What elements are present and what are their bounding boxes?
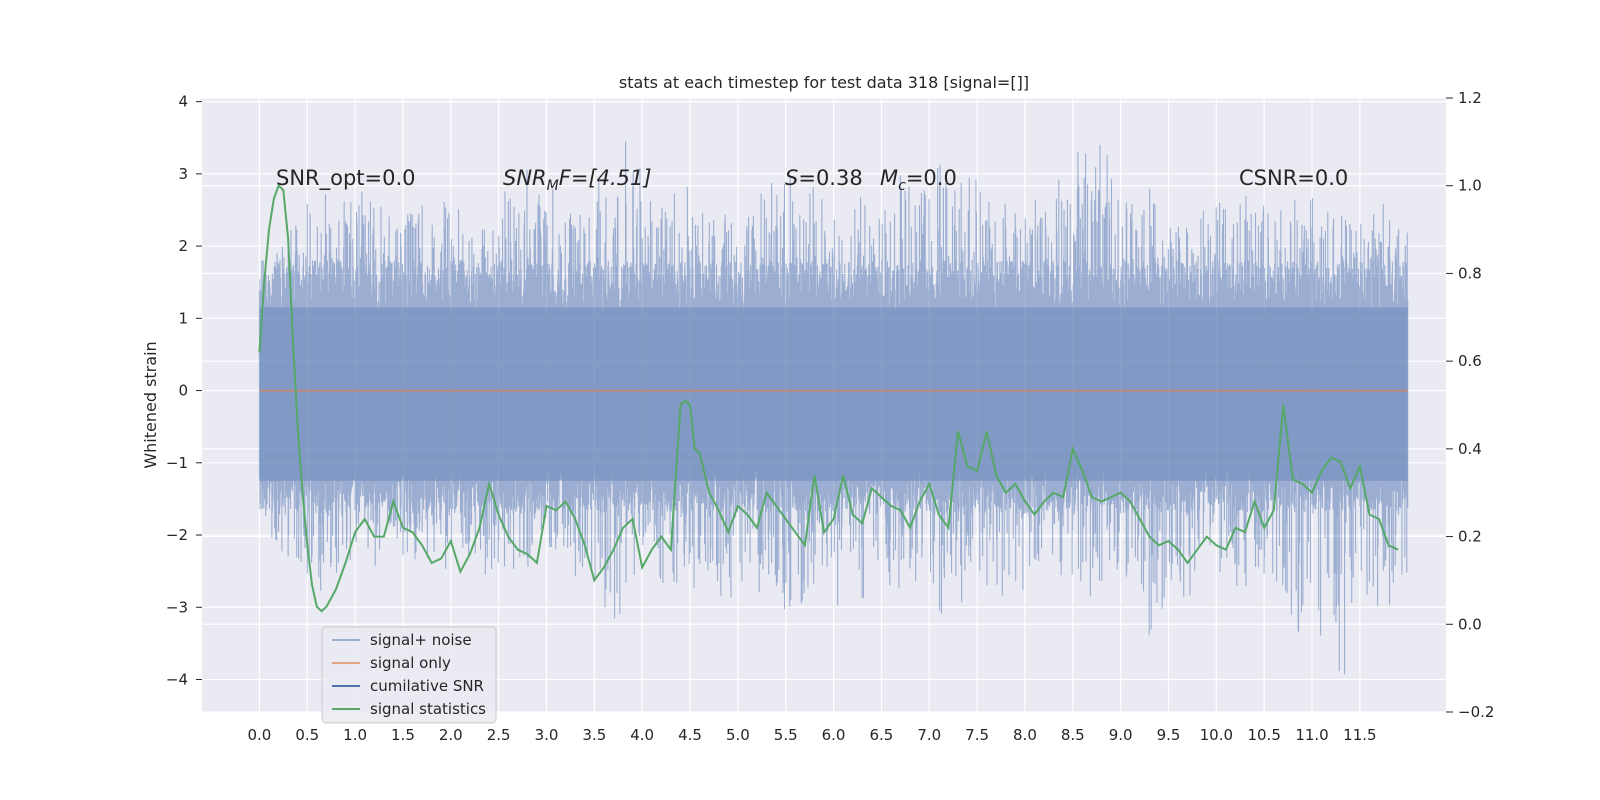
x-tick-label: 4.5 xyxy=(678,726,702,744)
x-tick-label: 6.0 xyxy=(822,726,846,744)
legend-box xyxy=(321,626,497,724)
x-tick-label: 5.5 xyxy=(774,726,798,744)
annotation-s: S=0.38 xyxy=(785,166,863,190)
x-tick-label: 0.5 xyxy=(295,726,319,744)
y2-tick-label: 0.6 xyxy=(1458,352,1482,370)
x-axis-ticks: 0.0 0.5 1.0 1.5 2.0 2.5 3.0 3.5 4.0 4.5 5.0 5.5 6.0 6… xyxy=(247,726,1376,744)
x-tick-label: 8.0 xyxy=(1013,726,1037,744)
y-tick-label: −3 xyxy=(166,598,188,616)
noise-core-band xyxy=(259,307,1408,481)
y2-tick-label: −0.2 xyxy=(1458,703,1494,721)
x-tick-label: 7.5 xyxy=(965,726,989,744)
x-tick-label: 8.5 xyxy=(1061,726,1085,744)
annotation-csnr: CSNR=0.0 xyxy=(1239,166,1348,190)
x-tick-label: 1.5 xyxy=(391,726,415,744)
x-tick-label: 6.5 xyxy=(869,726,893,744)
legend-label-cumulative-snr: cumilative SNR xyxy=(370,677,484,695)
signal-statistics-series xyxy=(258,183,1399,613)
y2-tick-label: 0.4 xyxy=(1458,440,1482,458)
noise-series xyxy=(258,141,1409,675)
x-tick-label: 11.5 xyxy=(1343,726,1376,744)
y-tick-label: 1 xyxy=(178,309,188,327)
y2-axis-ticks: −0.2 0.0 0.2 0.4 0.6 0.8 1.0 1.2 xyxy=(1446,89,1494,721)
x-tick-label: 5.0 xyxy=(726,726,750,744)
legend-label-noise: signal+ noise xyxy=(370,631,472,649)
legend-label-signal-statistics: signal statistics xyxy=(370,700,486,718)
x-tick-label: 3.0 xyxy=(535,726,559,744)
y-tick-label: 3 xyxy=(178,165,188,183)
x-tick-label: 9.0 xyxy=(1109,726,1133,744)
chart-title: stats at each timestep for test data 318… xyxy=(619,73,1029,92)
x-tick-label: 0.0 xyxy=(247,726,271,744)
noise-trace xyxy=(258,141,1409,675)
legend: signal+ noise signal only cumilative SNR… xyxy=(321,626,497,724)
x-tick-label: 10.5 xyxy=(1247,726,1280,744)
annotation-snr-opt: SNR_opt=0.0 xyxy=(276,166,416,191)
y-tick-label: −1 xyxy=(166,454,188,472)
x-tick-label: 1.0 xyxy=(343,726,367,744)
y-axis-label: Whitened strain xyxy=(141,341,160,468)
x-tick-label: 11.0 xyxy=(1295,726,1328,744)
y-axis-ticks: −4 −3 −2 −1 0 1 2 3 4 xyxy=(166,93,202,688)
x-tick-label: 3.5 xyxy=(582,726,606,744)
y2-tick-label: 0.2 xyxy=(1458,528,1482,546)
x-tick-label: 2.5 xyxy=(487,726,511,744)
x-tick-label: 9.5 xyxy=(1157,726,1181,744)
y2-tick-label: 1.2 xyxy=(1458,89,1482,107)
y-tick-label: −4 xyxy=(166,670,188,688)
y2-tick-label: 0.0 xyxy=(1458,615,1482,633)
legend-label-signal-only: signal only xyxy=(370,654,451,672)
y-tick-label: 4 xyxy=(178,93,188,111)
annotation-mc: Mc=0.0 xyxy=(880,166,957,194)
x-tick-label: 4.0 xyxy=(630,726,654,744)
x-tick-label: 10.0 xyxy=(1200,726,1233,744)
y2-tick-label: 1.0 xyxy=(1458,177,1482,195)
y-tick-label: 0 xyxy=(178,382,188,400)
y-tick-label: 2 xyxy=(178,237,188,255)
signal-statistics-line xyxy=(258,183,1399,613)
annotation-snr-mf: SNRMF=[4.51] xyxy=(503,166,652,194)
y-tick-label: −2 xyxy=(166,526,188,544)
x-tick-label: 7.0 xyxy=(917,726,941,744)
x-tick-label: 2.0 xyxy=(439,726,463,744)
y2-tick-label: 0.8 xyxy=(1458,264,1482,282)
